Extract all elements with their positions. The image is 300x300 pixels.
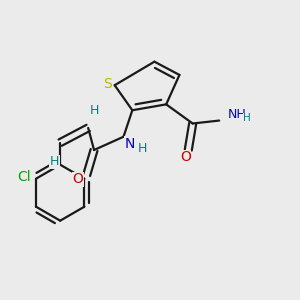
Text: NH: NH (228, 108, 247, 121)
Text: H: H (243, 113, 251, 123)
Text: N: N (124, 137, 135, 151)
Text: H: H (50, 155, 59, 168)
Text: Cl: Cl (17, 170, 31, 184)
Text: S: S (103, 77, 112, 91)
Text: H: H (89, 104, 99, 117)
Text: H: H (138, 142, 147, 155)
Text: O: O (180, 150, 191, 164)
Text: O: O (72, 172, 83, 186)
